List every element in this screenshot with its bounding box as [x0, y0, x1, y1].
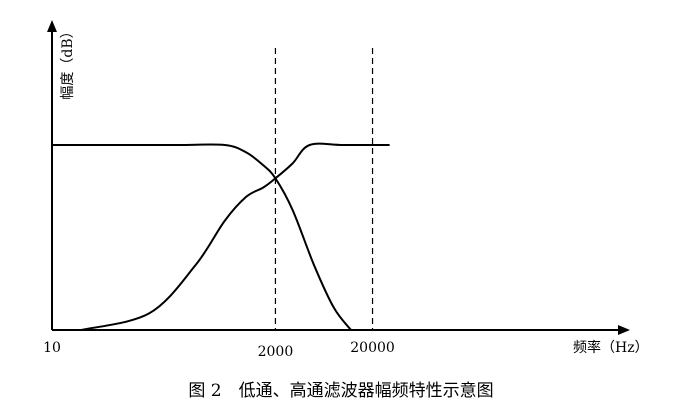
series-line-2 [80, 142, 390, 331]
x-tick-label-10: 10 [43, 340, 61, 356]
series-lines [52, 142, 390, 331]
y-axis-label: 幅度（dB） [60, 24, 76, 99]
x-axis-arrow [618, 325, 630, 335]
figure-caption: 图 2 低通、高通滤波器幅频特性示意图 [188, 381, 494, 401]
x-tick-label-2000: 2000 [258, 344, 294, 360]
x-tick-labels: 10 2000 20000 [43, 340, 395, 360]
y-axis-arrow [47, 20, 57, 32]
reference-lines [274, 48, 374, 330]
x-tick-label-20000: 20000 [350, 340, 395, 356]
x-axis-label: 频率（Hz） [573, 339, 649, 356]
series-line-1 [52, 143, 352, 331]
